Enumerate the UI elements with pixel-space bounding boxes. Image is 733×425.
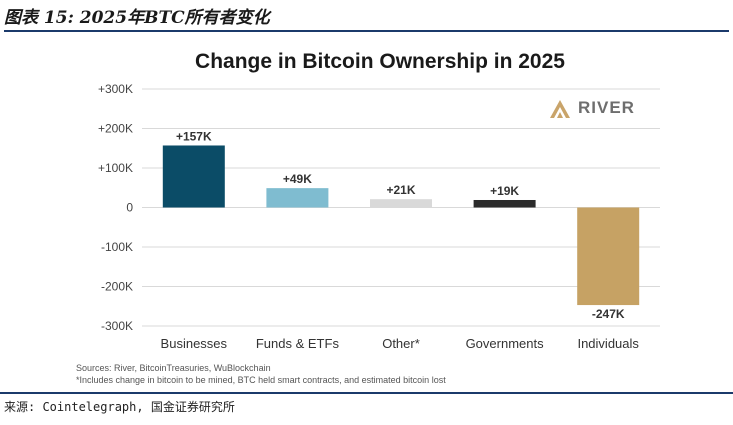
chart-sources: Sources: River, BitcoinTreasuries, WuBlo… — [76, 362, 446, 386]
data-label: -247K — [592, 307, 625, 321]
figure-title: 图表 15: 2025年BTC所有者变化 — [4, 6, 729, 32]
y-tick-label: +200K — [98, 122, 133, 136]
y-tick-label: 0 — [126, 201, 133, 215]
chart-title: Change in Bitcoin Ownership in 2025 — [195, 50, 565, 73]
river-logo-icon — [550, 100, 570, 118]
chart-panel: Change in Bitcoin Ownership in 2025 +300K… — [0, 32, 733, 392]
bar — [473, 199, 536, 208]
footer-source: 来源: Cointelegraph, 国金证券研究所 — [4, 400, 235, 414]
bar — [266, 188, 329, 208]
footer-rule — [0, 392, 733, 394]
data-label: +49K — [283, 172, 312, 186]
chart-footnote: *Includes change in bitcoin to be mined,… — [76, 375, 446, 385]
data-label: +157K — [176, 129, 212, 143]
y-tick-label: +300K — [98, 82, 133, 96]
bar — [370, 199, 432, 208]
y-tick-label: +100K — [98, 161, 133, 175]
y-tick-label: -200K — [101, 280, 133, 294]
river-logo: RIVER — [548, 97, 635, 119]
x-tick-label: Other* — [382, 336, 420, 351]
river-logo-text: RIVER — [578, 98, 635, 117]
y-tick-label: -100K — [101, 240, 133, 254]
x-tick-label: Governments — [466, 336, 545, 351]
bar — [162, 145, 225, 208]
bar-chart: Change in Bitcoin Ownership in 2025 +300K… — [98, 50, 660, 351]
data-label: +21K — [386, 183, 415, 197]
x-tick-label: Businesses — [161, 336, 228, 351]
y-tick-label: -300K — [101, 319, 133, 333]
x-tick-label: Individuals — [577, 336, 639, 351]
data-label: +19K — [490, 184, 519, 198]
chart-source-line: Sources: River, BitcoinTreasuries, WuBlo… — [76, 363, 271, 373]
x-tick-label: Funds & ETFs — [256, 336, 340, 351]
bar — [577, 207, 640, 306]
